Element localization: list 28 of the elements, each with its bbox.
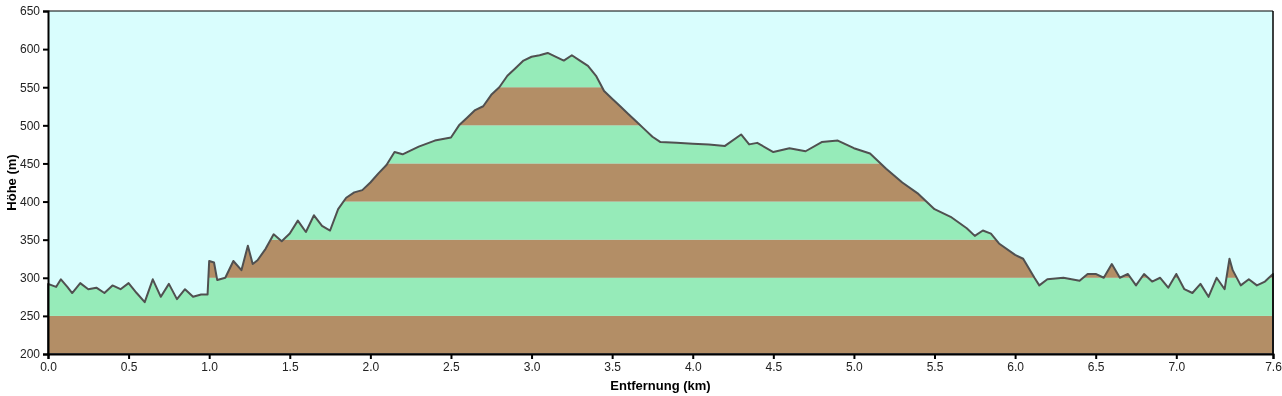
x-tick-label: 5.0: [846, 359, 864, 374]
x-tick-label: 1.5: [281, 359, 299, 374]
x-tick-label: 0.5: [120, 359, 138, 374]
x-axis-title: Entfernung (km): [610, 378, 711, 393]
x-tick-label: 5.5: [926, 359, 944, 374]
y-axis-title: Höhe (m): [4, 154, 19, 211]
y-tick-label: 300: [19, 271, 41, 286]
x-tick-label: 4.0: [684, 359, 702, 374]
x-tick-label: 6.0: [1007, 359, 1025, 374]
x-tick-label: 2.5: [443, 359, 461, 374]
x-tick-label: 4.5: [765, 359, 783, 374]
x-tick-label: 7.6: [1265, 359, 1282, 374]
y-tick-label: 200: [19, 347, 41, 362]
x-tick-label: 0.0: [40, 359, 58, 374]
y-tick-label: 250: [19, 309, 41, 324]
y-tick-label: 500: [19, 118, 41, 133]
x-tick-label: 1.0: [201, 359, 219, 374]
x-tick-label: 3.0: [523, 359, 541, 374]
x-tick-label: 6.5: [1087, 359, 1105, 374]
y-tick-label: 650: [19, 4, 41, 19]
y-tick-label: 550: [19, 80, 41, 95]
y-tick-label: 600: [19, 42, 41, 57]
y-tick-label: 350: [19, 233, 41, 248]
y-tick-label: 400: [19, 194, 41, 209]
x-tick-label: 3.5: [604, 359, 622, 374]
y-tick-label: 450: [19, 156, 41, 171]
x-tick-label: 2.0: [362, 359, 380, 374]
x-tick-label: 7.0: [1168, 359, 1186, 374]
